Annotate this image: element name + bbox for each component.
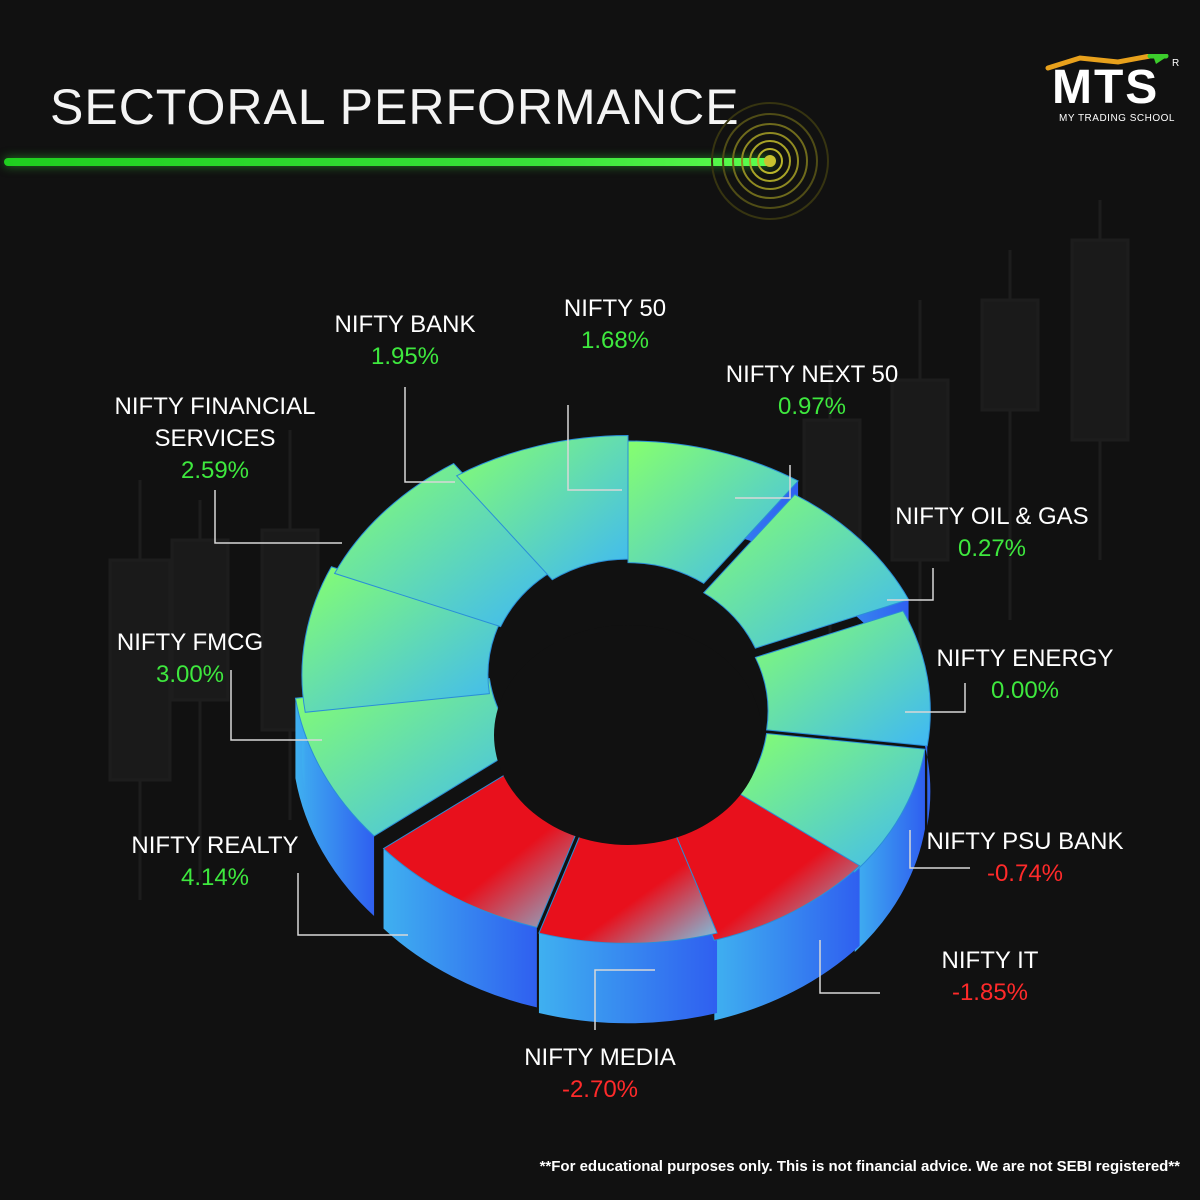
leader-line-nifty-next-50	[735, 465, 791, 499]
registered-mark: R	[1172, 58, 1180, 69]
slice-side-nifty-it	[538, 933, 718, 1024]
logo-text: MTS	[1052, 61, 1160, 114]
label-nifty-financial-services: NIFTY FINANCIAL SERVICES 2.59%	[114, 393, 316, 484]
leader-line-nifty-psu-bank	[909, 830, 970, 869]
slice-nifty-50	[627, 440, 799, 584]
slice-side-nifty-realty	[295, 698, 375, 917]
slice-nifty-bank	[455, 435, 629, 581]
label-nifty-it: NIFTY IT -1.85%	[941, 947, 1039, 1006]
slice-nifty-oil-gas	[754, 610, 931, 747]
label-nifty-oil-gas: NIFTY OIL & GAS 0.27%	[895, 503, 1089, 562]
label-nifty-psu-bank: NIFTY PSU BANK -0.74%	[926, 828, 1124, 887]
label-nifty-bank: NIFTY BANK 1.95%	[334, 311, 476, 370]
leader-line-nifty-50	[567, 405, 622, 491]
leader-line-nifty-energy	[905, 683, 966, 713]
disclaimer: **For educational purposes only. This is…	[539, 1158, 1180, 1175]
slice-nifty-energy	[733, 732, 926, 873]
label-nifty-next-50: NIFTY NEXT 50 0.97%	[725, 361, 899, 420]
donut-hole	[494, 625, 762, 845]
leader-line-nifty-media	[594, 969, 655, 1030]
leader-line-nifty-bank	[404, 387, 455, 483]
slice-nifty-financial-services	[333, 462, 554, 628]
slice-side-nifty-media	[383, 848, 537, 1008]
label-nifty-50: NIFTY 50 1.68%	[563, 295, 667, 354]
target-rings-icon	[711, 102, 829, 220]
title-underline	[4, 158, 774, 166]
label-nifty-energy: NIFTY ENERGY 0.00%	[936, 645, 1114, 704]
leader-line-nifty-it	[819, 940, 880, 994]
label-nifty-media: NIFTY MEDIA -2.70%	[524, 1044, 676, 1103]
leader-line-nifty-financial-services	[214, 490, 342, 544]
slice-side-nifty-psu-bank	[714, 865, 860, 1021]
logo-subtitle: MY TRADING SCHOOL	[1059, 113, 1175, 124]
slice-nifty-fmcg	[301, 566, 502, 713]
leader-line-nifty-realty	[297, 873, 408, 936]
leader-line-nifty-fmcg	[230, 670, 322, 741]
label-nifty-fmcg: NIFTY FMCG 3.00%	[116, 629, 264, 688]
leader-line-nifty-oil-gas	[887, 568, 934, 601]
page-title: SECTORAL PERFORMANCE	[50, 79, 740, 135]
slice-side-nifty-energy	[854, 749, 925, 953]
label-nifty-realty: NIFTY REALTY 4.14%	[131, 832, 299, 891]
mts-logo	[1045, 54, 1169, 71]
